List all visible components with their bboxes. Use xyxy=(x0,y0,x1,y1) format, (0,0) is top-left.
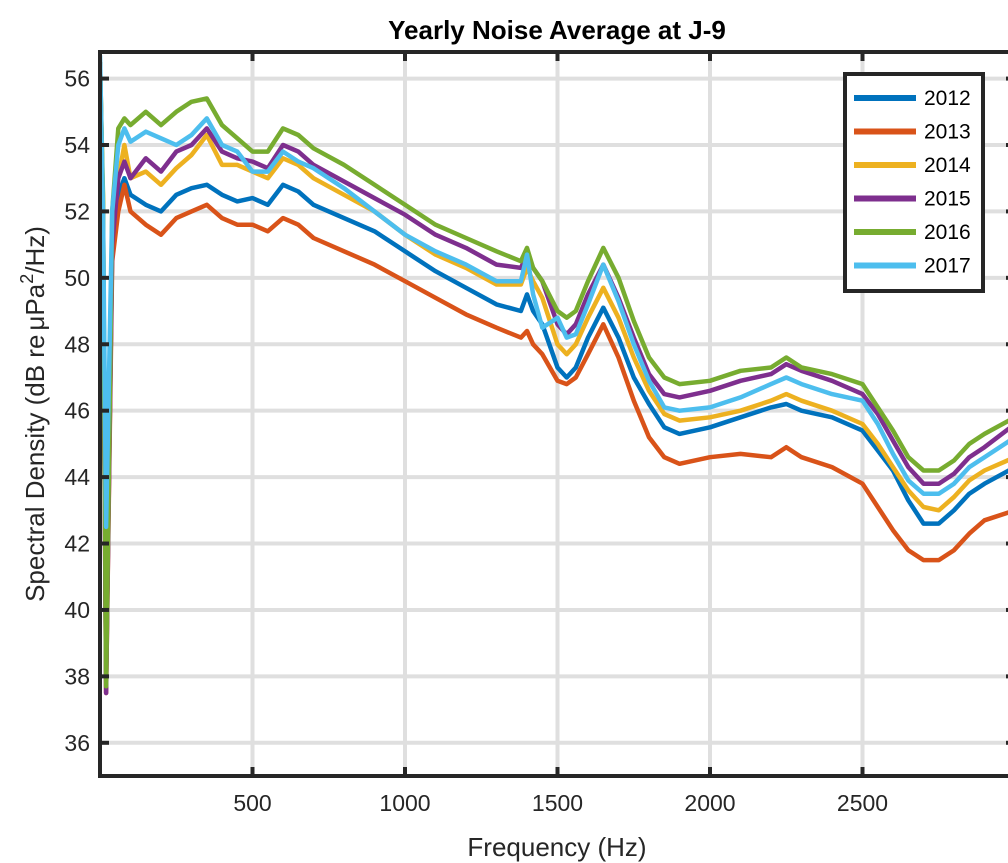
legend-label-2017: 2017 xyxy=(924,255,971,278)
x-tick-label: 1000 xyxy=(379,790,430,816)
series-line-2012 xyxy=(100,61,1008,679)
x-axis-label: Frequency (Hz) xyxy=(467,832,646,862)
y-tick-label: 44 xyxy=(64,464,90,490)
x-tick-label: 500 xyxy=(233,790,271,816)
y-axis-label-pa: Pa xyxy=(20,283,50,315)
series-layer xyxy=(100,55,1008,696)
x-tick-label: 2000 xyxy=(684,790,735,816)
y-tick-label: 56 xyxy=(64,66,90,92)
y-tick-label: 54 xyxy=(64,132,90,158)
plot-frame xyxy=(98,50,1008,778)
y-tick-label: 36 xyxy=(64,730,90,756)
y-tick-label: 42 xyxy=(64,531,90,557)
legend-label-2012: 2012 xyxy=(924,87,971,110)
series-line-2017 xyxy=(100,55,1008,530)
y-tick-label: 52 xyxy=(64,198,90,224)
legend-label-2016: 2016 xyxy=(924,221,971,244)
x-tick-label: 2500 xyxy=(837,790,888,816)
y-axis-label-tail: /Hz) xyxy=(20,226,50,274)
y-tick-label: 46 xyxy=(64,398,90,424)
y-axis-label-main: Spectral Density (dB re xyxy=(20,335,50,602)
legend-label-2015: 2015 xyxy=(924,188,971,211)
y-axis-label-mu: μ xyxy=(20,316,50,331)
chart-title: Yearly Noise Average at J-9 xyxy=(388,15,726,45)
legend-box xyxy=(843,72,985,293)
legend-label-2013: 2013 xyxy=(924,121,971,144)
y-axis-label-sup: 2 xyxy=(17,274,37,284)
x-tick-labels: 500 1000 1500 2000 2500 xyxy=(233,790,888,816)
series-line-2016 xyxy=(100,61,1008,689)
y-tick-label: 38 xyxy=(64,663,90,689)
series-line-2013 xyxy=(100,61,1008,696)
legend-entries: 2012 2013 2014 2015 2016 2017 xyxy=(854,87,971,278)
y-tick-labels: 36 38 40 42 44 46 48 50 52 54 56 xyxy=(64,66,90,756)
y-axis-label: Spectral Density (dB re μPa2/Hz) xyxy=(17,226,50,602)
x-tick-label: 1500 xyxy=(532,790,583,816)
y-tick-label: 40 xyxy=(64,597,90,623)
legend-label-2014: 2014 xyxy=(924,154,971,177)
legend: 2012 2013 2014 2015 2016 2017 xyxy=(843,72,985,293)
y-tick-label: 50 xyxy=(64,265,90,291)
y-tick-label: 48 xyxy=(64,331,90,357)
